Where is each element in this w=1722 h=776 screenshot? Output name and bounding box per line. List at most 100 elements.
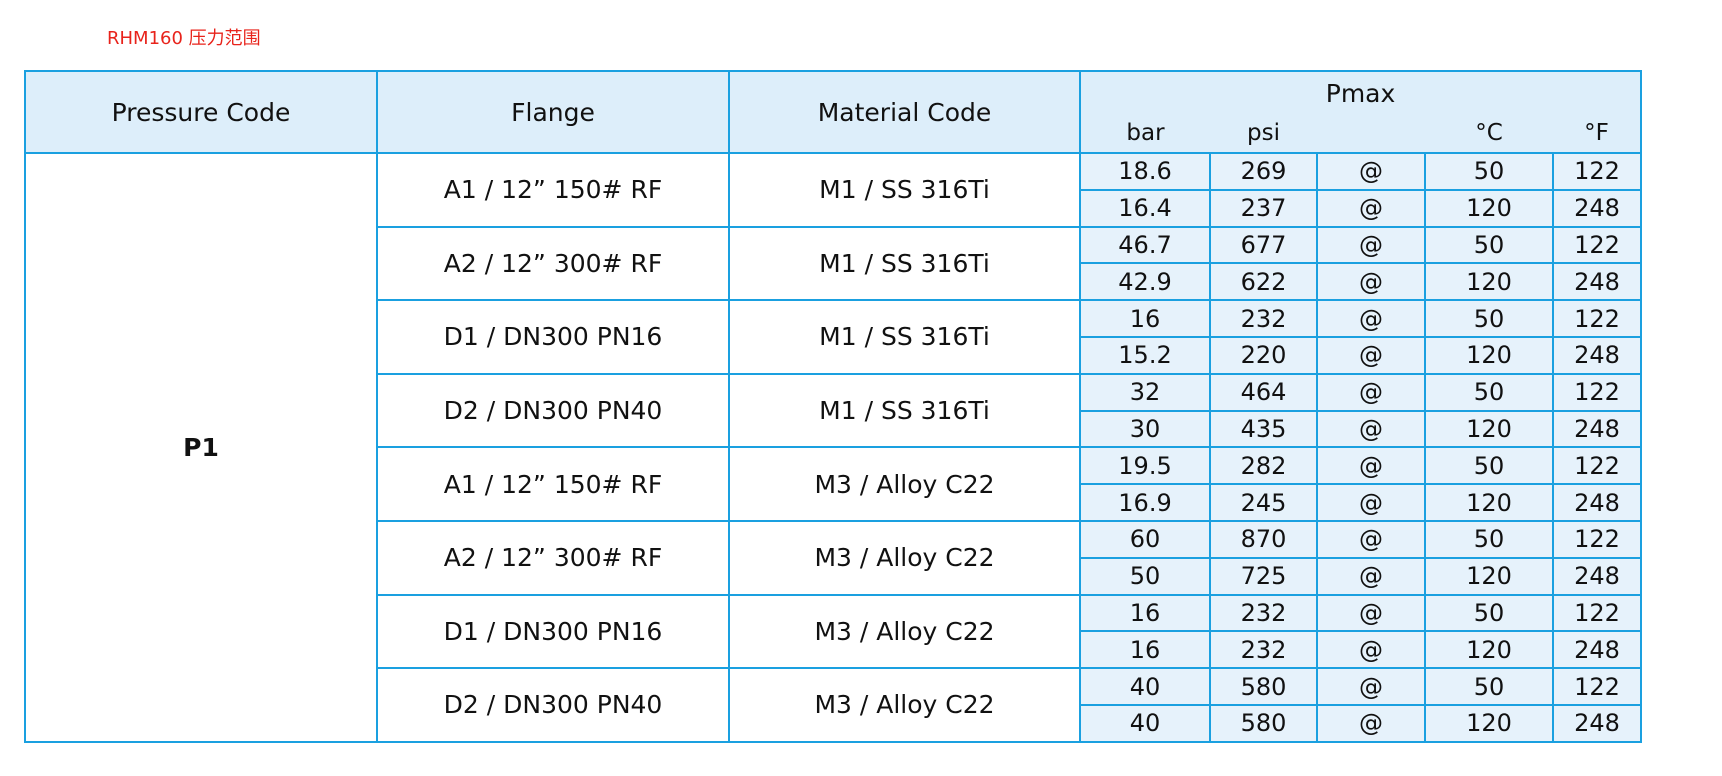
pmax-cell: 435 xyxy=(1209,409,1318,449)
pmax-cell: 16.4 xyxy=(1079,188,1211,228)
flange-cell: D1 / DN300 PN16 xyxy=(376,593,730,670)
pmax-cell: 120 xyxy=(1424,483,1554,522)
table-row: D1 / DN300 PN16 M3 / Alloy C22 16 232 @50 122 xyxy=(25,593,1643,670)
pmax-cell: 120 xyxy=(1424,630,1554,670)
pmax-cell: 50 xyxy=(1424,667,1554,706)
pmax-cell: @ xyxy=(1316,409,1426,449)
table-row: 30 435 @120 248 xyxy=(25,409,1643,449)
pmax-cell: 122 xyxy=(1551,225,1643,265)
pmax-cell: 248 xyxy=(1551,262,1643,302)
pmax-cell: 16 xyxy=(1079,299,1211,338)
table-row: 42.9 622 @120 248 xyxy=(25,262,1643,302)
material-cell: M1 / SS 316Ti xyxy=(728,225,1081,302)
material-cell: M3 / Alloy C22 xyxy=(728,446,1081,522)
pmax-cell: 19.5 xyxy=(1079,446,1211,486)
page-title: RHM160 压力范围 xyxy=(107,28,261,49)
subheader-cell: psi xyxy=(1210,114,1317,154)
header-cell: Pmax xyxy=(1078,70,1643,114)
pmax-cell: 120 xyxy=(1424,556,1554,596)
pressure-code: P1 xyxy=(24,152,378,743)
header-cell: Flange xyxy=(376,70,730,154)
pmax-cell: 16 xyxy=(1079,630,1211,670)
pmax-cell: 50 xyxy=(1424,372,1554,412)
pmax-cell: 120 xyxy=(1424,262,1554,302)
table-row: 50 725 @120 248 xyxy=(25,556,1643,596)
pmax-cell: @ xyxy=(1316,446,1426,486)
header-cell: Material Code xyxy=(728,70,1081,154)
pmax-cell: 237 xyxy=(1209,188,1318,228)
pmax-cell: @ xyxy=(1316,225,1426,265)
pmax-cell: 120 xyxy=(1424,409,1554,449)
table-row: D1 / DN300 PN16 M1 / SS 316Ti 16 232 @50 122 xyxy=(25,299,1643,375)
pmax-cell: 122 xyxy=(1551,593,1643,633)
pmax-cell: 18.6 xyxy=(1079,152,1211,191)
pmax-cell: 248 xyxy=(1551,409,1643,449)
pmax-cell: 50 xyxy=(1424,519,1554,559)
pmax-cell: 120 xyxy=(1424,335,1554,375)
pmax-cell: 50 xyxy=(1424,225,1554,265)
subheader-cell xyxy=(1317,114,1425,154)
pmax-cell: 50 xyxy=(1079,556,1211,596)
pmax-cell: 282 xyxy=(1209,446,1318,486)
table-row: A2 / 12” 300# RF M1 / SS 316Ti 46.7 677 @50 1… xyxy=(25,225,1643,302)
material-cell: M3 / Alloy C22 xyxy=(728,593,1081,670)
pmax-cell: 32 xyxy=(1079,372,1211,412)
pmax-cell: @ xyxy=(1316,152,1426,191)
flange-cell: D1 / DN300 PN16 xyxy=(376,299,730,375)
table-row: A1 / 12” 150# RF M3 / Alloy C22 19.5 282 @50… xyxy=(25,446,1643,522)
pmax-cell: @ xyxy=(1316,556,1426,596)
pmax-cell: 120 xyxy=(1424,703,1554,743)
pmax-cell: 677 xyxy=(1209,225,1318,265)
pmax-cell: 248 xyxy=(1551,556,1643,596)
pmax-cell: 232 xyxy=(1209,593,1318,633)
pmax-cell: 50 xyxy=(1424,299,1554,338)
pmax-cell: 464 xyxy=(1209,372,1318,412)
table-row: P1 A1 / 12” 150# RF M1 / SS 316Ti 18.6 269 @5… xyxy=(24,152,1643,743)
material-cell: M3 / Alloy C22 xyxy=(728,667,1081,743)
subheader-cell: bar xyxy=(1079,114,1210,154)
material-cell: M1 / SS 316Ti xyxy=(728,299,1081,375)
pmax-cell: 16.9 xyxy=(1079,483,1211,522)
material-cell: M1 / SS 316Ti xyxy=(728,152,1081,228)
pmax-cell: 60 xyxy=(1079,519,1211,559)
material-cell: M3 / Alloy C22 xyxy=(728,519,1081,596)
table-row: D2 / DN300 PN40 M1 / SS 316Ti 32 464 @50 122 xyxy=(25,372,1643,449)
pmax-cell: 122 xyxy=(1551,299,1643,338)
pmax-cell: 248 xyxy=(1551,335,1643,375)
pmax-cell: @ xyxy=(1316,667,1426,706)
pmax-cell: 42.9 xyxy=(1079,262,1211,302)
pmax-cell: @ xyxy=(1316,630,1426,670)
pmax-cell: 269 xyxy=(1209,152,1318,191)
pmax-cell: 220 xyxy=(1209,335,1318,375)
pmax-cell: 16 xyxy=(1079,593,1211,633)
material-cell: M1 / SS 316Ti xyxy=(728,372,1081,449)
pmax-cell: 50 xyxy=(1424,152,1554,191)
pmax-cell: @ xyxy=(1316,262,1426,302)
pmax-cell: 46.7 xyxy=(1079,225,1211,265)
pmax-cell: 120 xyxy=(1424,188,1554,228)
pmax-cell: @ xyxy=(1316,188,1426,228)
pmax-cell: 622 xyxy=(1209,262,1318,302)
table-row: 40 580 @120 248 xyxy=(25,703,1643,743)
pmax-cell: 40 xyxy=(1079,703,1211,743)
pmax-cell: 245 xyxy=(1209,483,1318,522)
pmax-cell: 122 xyxy=(1551,446,1643,486)
flange-cell: A2 / 12” 300# RF xyxy=(376,519,730,596)
flange-cell: A1 / 12” 150# RF xyxy=(376,446,730,522)
pmax-cell: 122 xyxy=(1551,519,1643,559)
pmax-cell: @ xyxy=(1316,519,1426,559)
table-row: 16.4 237 @120 248 xyxy=(25,188,1643,228)
pmax-cell: 30 xyxy=(1079,409,1211,449)
pmax-cell: 50 xyxy=(1424,446,1554,486)
pmax-cell: @ xyxy=(1316,483,1426,522)
subheader-cell: °F xyxy=(1553,114,1643,154)
pmax-cell: 122 xyxy=(1551,152,1643,191)
pmax-cell: 248 xyxy=(1551,703,1643,743)
pmax-cell: 725 xyxy=(1209,556,1318,596)
pmax-cell: 580 xyxy=(1209,703,1318,743)
table-body: P1 A1 / 12” 150# RF M1 / SS 316Ti 18.6 269 @5… xyxy=(24,152,1643,743)
pmax-cell: 40 xyxy=(1079,667,1211,706)
table-row: 16.9 245 @120 248 xyxy=(25,483,1643,522)
pmax-cell: 870 xyxy=(1209,519,1318,559)
